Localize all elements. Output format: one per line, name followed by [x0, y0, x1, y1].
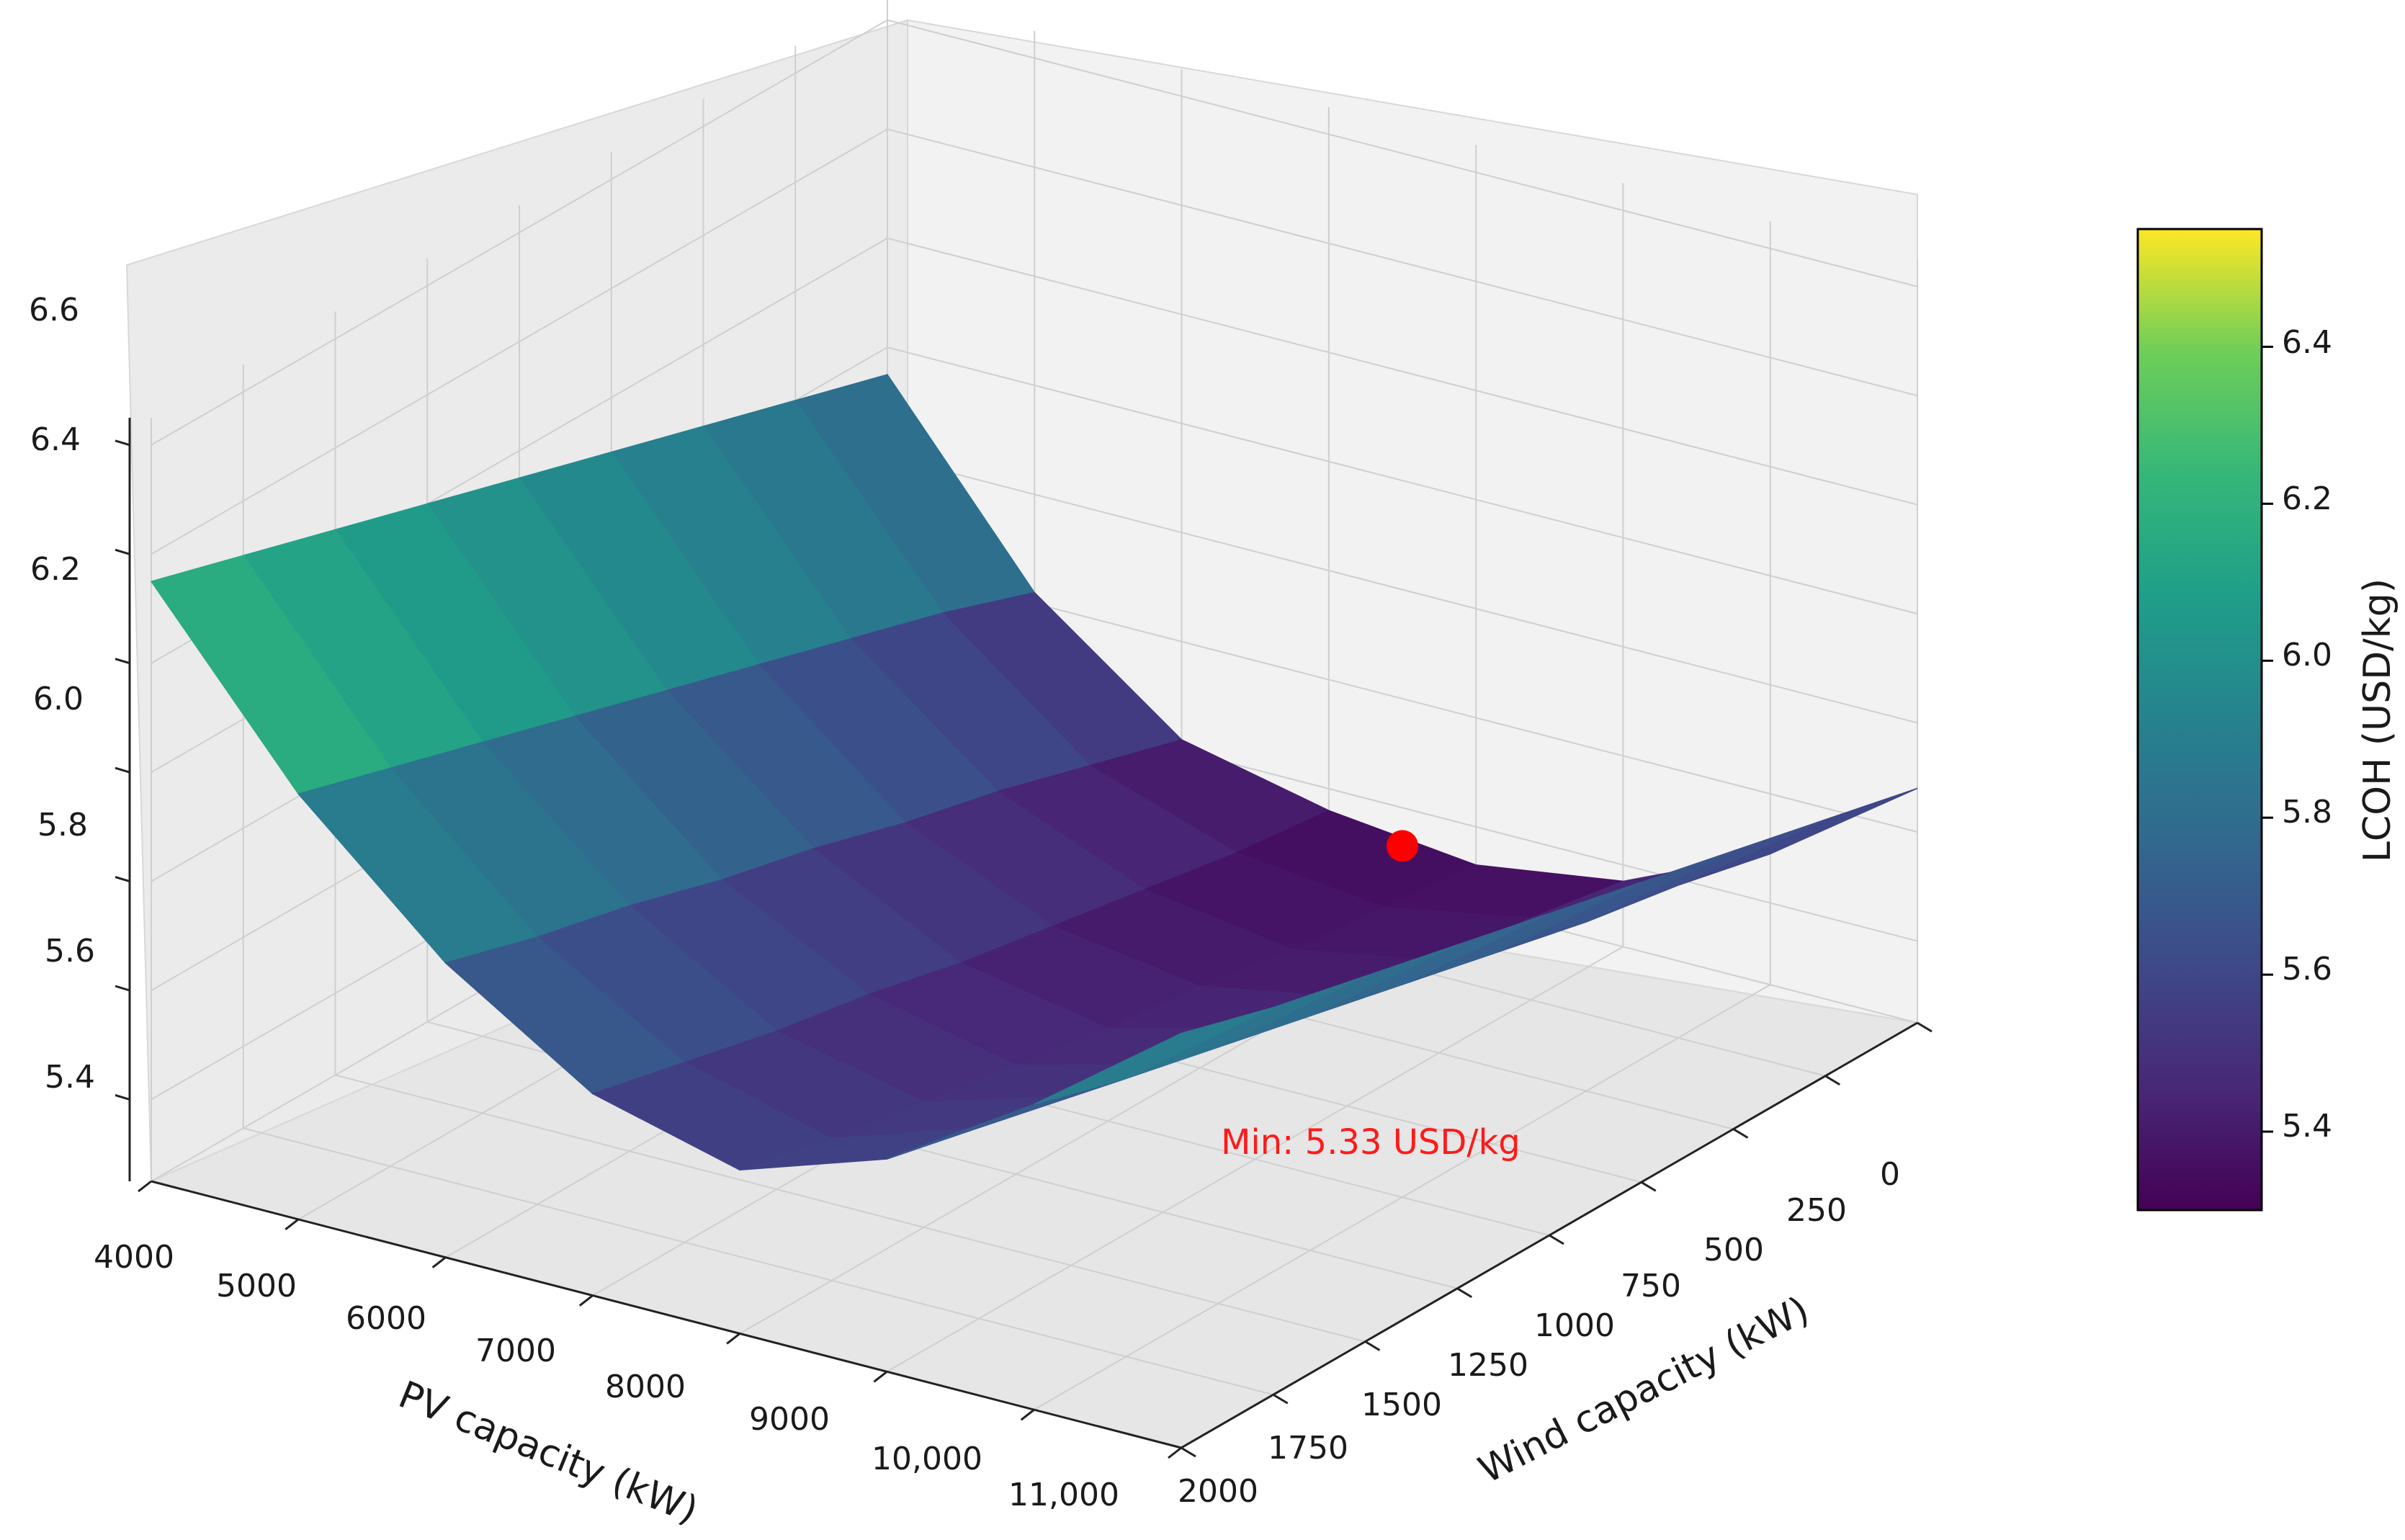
wind-tick-label: 2000 — [1178, 1473, 1258, 1510]
colorbar-tick-label: 5.6 — [2282, 951, 2332, 988]
z-tick — [115, 548, 130, 555]
colorbar-tick-label: 6.0 — [2282, 637, 2332, 673]
z-tick-label: 6.0 — [33, 681, 84, 717]
minimum-label: Min: 5.33 USD/kg — [1221, 1122, 1521, 1163]
pv-tick — [726, 1333, 741, 1345]
z-tick — [115, 1093, 130, 1101]
z-tick — [115, 766, 130, 774]
wind-tick-label: 1250 — [1448, 1347, 1528, 1384]
grid-line — [151, 128, 1918, 555]
wind-tick-label: 1000 — [1534, 1307, 1615, 1344]
z-tick-label: 6.2 — [30, 551, 81, 588]
colorbar-title: LCOH (USD/kg) — [2356, 578, 2399, 862]
pv-tick-label: 4000 — [94, 1239, 174, 1276]
pv-tick — [578, 1294, 594, 1307]
pv-tick-label: 10,000 — [872, 1441, 982, 1477]
pv-tick-label: 11,000 — [1008, 1477, 1119, 1513]
wind-tick-label: 750 — [1621, 1268, 1681, 1304]
z-tick-label: 5.8 — [37, 807, 88, 843]
colorbar: 5.4 5.6 5.8 6.0 6.2 6.4 LCOH (USD/kg) — [2136, 228, 2399, 1212]
wind-tick-label: 1500 — [1361, 1387, 1442, 1423]
colorbar-gradient — [2136, 228, 2263, 1212]
z-tick — [115, 985, 130, 992]
wind-tick-label: 1750 — [1268, 1430, 1348, 1467]
colorbar-tick-label: 6.4 — [2282, 324, 2332, 361]
z-tick-label: 6.4 — [30, 421, 81, 458]
pv-tick-label: 7000 — [475, 1333, 556, 1369]
wind-tick — [1917, 1021, 1932, 1033]
grid-line — [335, 1074, 1366, 1343]
wind-tick — [1272, 1393, 1289, 1405]
colorbar-tick-label: 5.4 — [2282, 1108, 2332, 1145]
z-tick — [115, 658, 130, 665]
wind-tick — [1640, 1181, 1657, 1192]
grid-line — [243, 1127, 1274, 1396]
axis-lines — [115, 418, 1932, 1459]
pv-tick-label: 5000 — [216, 1268, 297, 1304]
wind-tick-label: 250 — [1786, 1192, 1847, 1229]
z-tick — [115, 439, 130, 447]
wind-axis-ticks: 0 250 500 750 1000 1250 1500 1750 2000 — [1178, 1156, 1900, 1510]
pv-tick-label: 6000 — [346, 1300, 426, 1337]
z-tick-label: 5.6 — [45, 933, 95, 970]
pv-tick — [285, 1218, 300, 1231]
colorbar-tick-label: 6.2 — [2282, 480, 2332, 517]
wind-tick — [1456, 1287, 1473, 1299]
wind-tick-label: 500 — [1703, 1232, 1764, 1268]
z-tick-label: 6.6 — [29, 292, 79, 328]
wind-tick-label: 0 — [1880, 1156, 1900, 1193]
pv-tick — [1020, 1408, 1035, 1421]
wind-axis-title: Wind capacity (kW) — [1472, 1289, 1817, 1492]
wind-tick — [1549, 1234, 1564, 1245]
pv-tick — [138, 1180, 152, 1193]
z-tick-label: 5.4 — [45, 1059, 95, 1096]
pv-tick — [1168, 1446, 1182, 1459]
pv-tick — [873, 1371, 888, 1383]
pv-tick-label: 8000 — [605, 1369, 686, 1405]
grid-line — [151, 19, 1918, 446]
z-tick — [115, 876, 130, 883]
lcoh-surface — [150, 374, 1918, 1171]
colorbar-ticks — [2262, 345, 2273, 1133]
pv-axis-line — [151, 1180, 1182, 1449]
minimum-marker-group — [1387, 830, 1418, 862]
pv-tick — [431, 1256, 447, 1268]
wind-tick — [1181, 1446, 1196, 1458]
surface-facet — [1034, 1006, 1274, 1105]
wind-tick — [1732, 1128, 1749, 1139]
pv-tick-label: 9000 — [749, 1401, 830, 1438]
pv-axis-ticks: 4000 5000 6000 7000 8000 9000 10,000 11,… — [94, 1239, 1119, 1513]
colorbar-tick-label: 5.8 — [2282, 794, 2332, 831]
wind-tick — [1824, 1075, 1841, 1086]
wind-tick — [1364, 1340, 1381, 1351]
minimum-marker — [1387, 830, 1418, 862]
z-axis-ticks: 5.4 5.6 5.8 6.0 6.2 6.4 6.6 — [29, 292, 95, 1096]
